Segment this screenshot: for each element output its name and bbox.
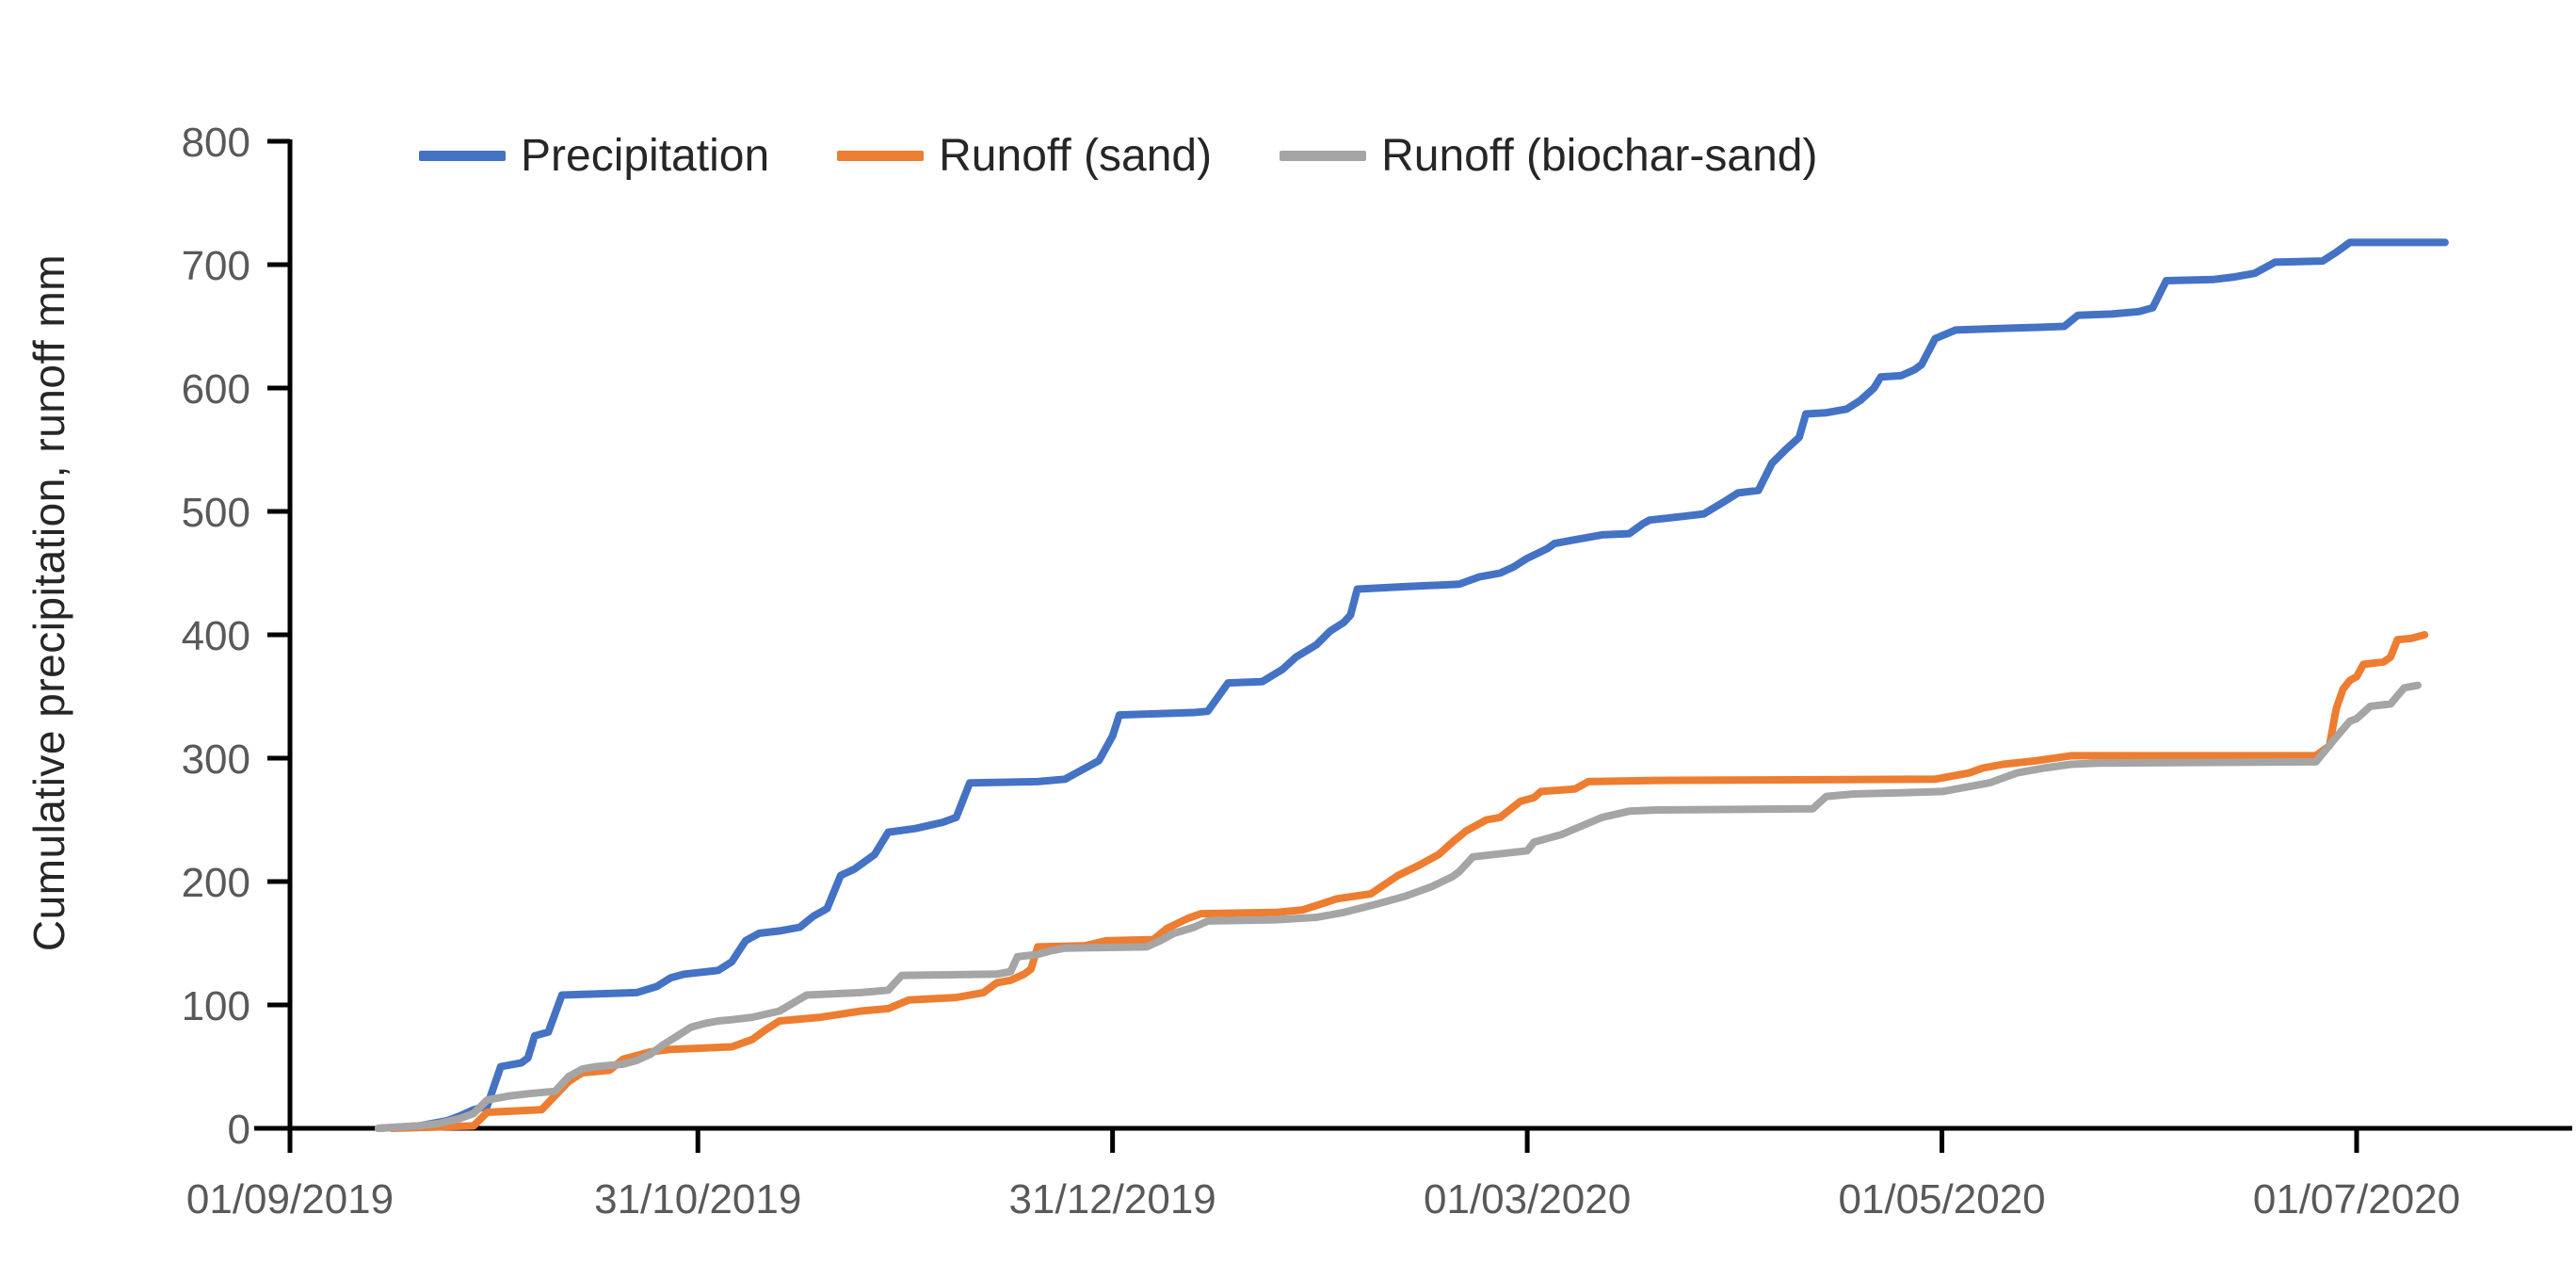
legend-label-runoff-biochar-sand: Runoff (biochar-sand)	[1381, 131, 1818, 181]
legend-swatch-precipitation	[419, 151, 506, 161]
label-layer: 0 100 200 300 400 500 600 700 800 01/09/2019 31/10…	[182, 120, 2461, 1222]
y-tick-label: 100	[182, 983, 250, 1029]
legend: Precipitation Runoff (sand) Runoff (bioc…	[419, 130, 1817, 182]
y-tick-label: 600	[182, 366, 250, 413]
legend-swatch-runoff-biochar-sand	[1280, 151, 1367, 161]
y-tick-label: 300	[182, 737, 250, 783]
y-tick-label: 500	[182, 490, 250, 536]
axis-layer	[254, 138, 2572, 1153]
y-tick-label: 0	[228, 1107, 250, 1153]
x-tick-label: 31/10/2019	[594, 1176, 801, 1222]
x-tick-label: 01/09/2019	[186, 1176, 394, 1222]
legend-item-runoff-sand: Runoff (sand)	[837, 130, 1212, 182]
x-tick-label: 01/07/2020	[2253, 1176, 2460, 1222]
series-line-runoff-sand	[388, 631, 2429, 1132]
x-tick-label: 01/05/2020	[1838, 1176, 2045, 1222]
legend-label-precipitation: Precipitation	[521, 131, 770, 181]
legend-item-runoff-biochar-sand: Runoff (biochar-sand)	[1280, 130, 1817, 182]
y-tick-label: 200	[182, 860, 250, 906]
legend-swatch-runoff-sand	[837, 151, 925, 161]
series-line-precipitation	[374, 238, 2449, 1132]
y-axis-title: Cumulative precipitation, runoff mm	[24, 253, 73, 952]
x-tick-label: 31/12/2019	[1009, 1176, 1216, 1222]
y-tick-label: 800	[182, 120, 250, 166]
series-line-runoff-biochar-sand	[374, 681, 2422, 1132]
legend-label-runoff-sand: Runoff (sand)	[939, 131, 1213, 181]
y-tick-label: 700	[182, 243, 250, 289]
series-layer	[374, 238, 2449, 1132]
legend-item-precipitation: Precipitation	[419, 130, 769, 182]
y-tick-label: 400	[182, 613, 250, 659]
x-tick-label: 01/03/2020	[1424, 1176, 1631, 1222]
